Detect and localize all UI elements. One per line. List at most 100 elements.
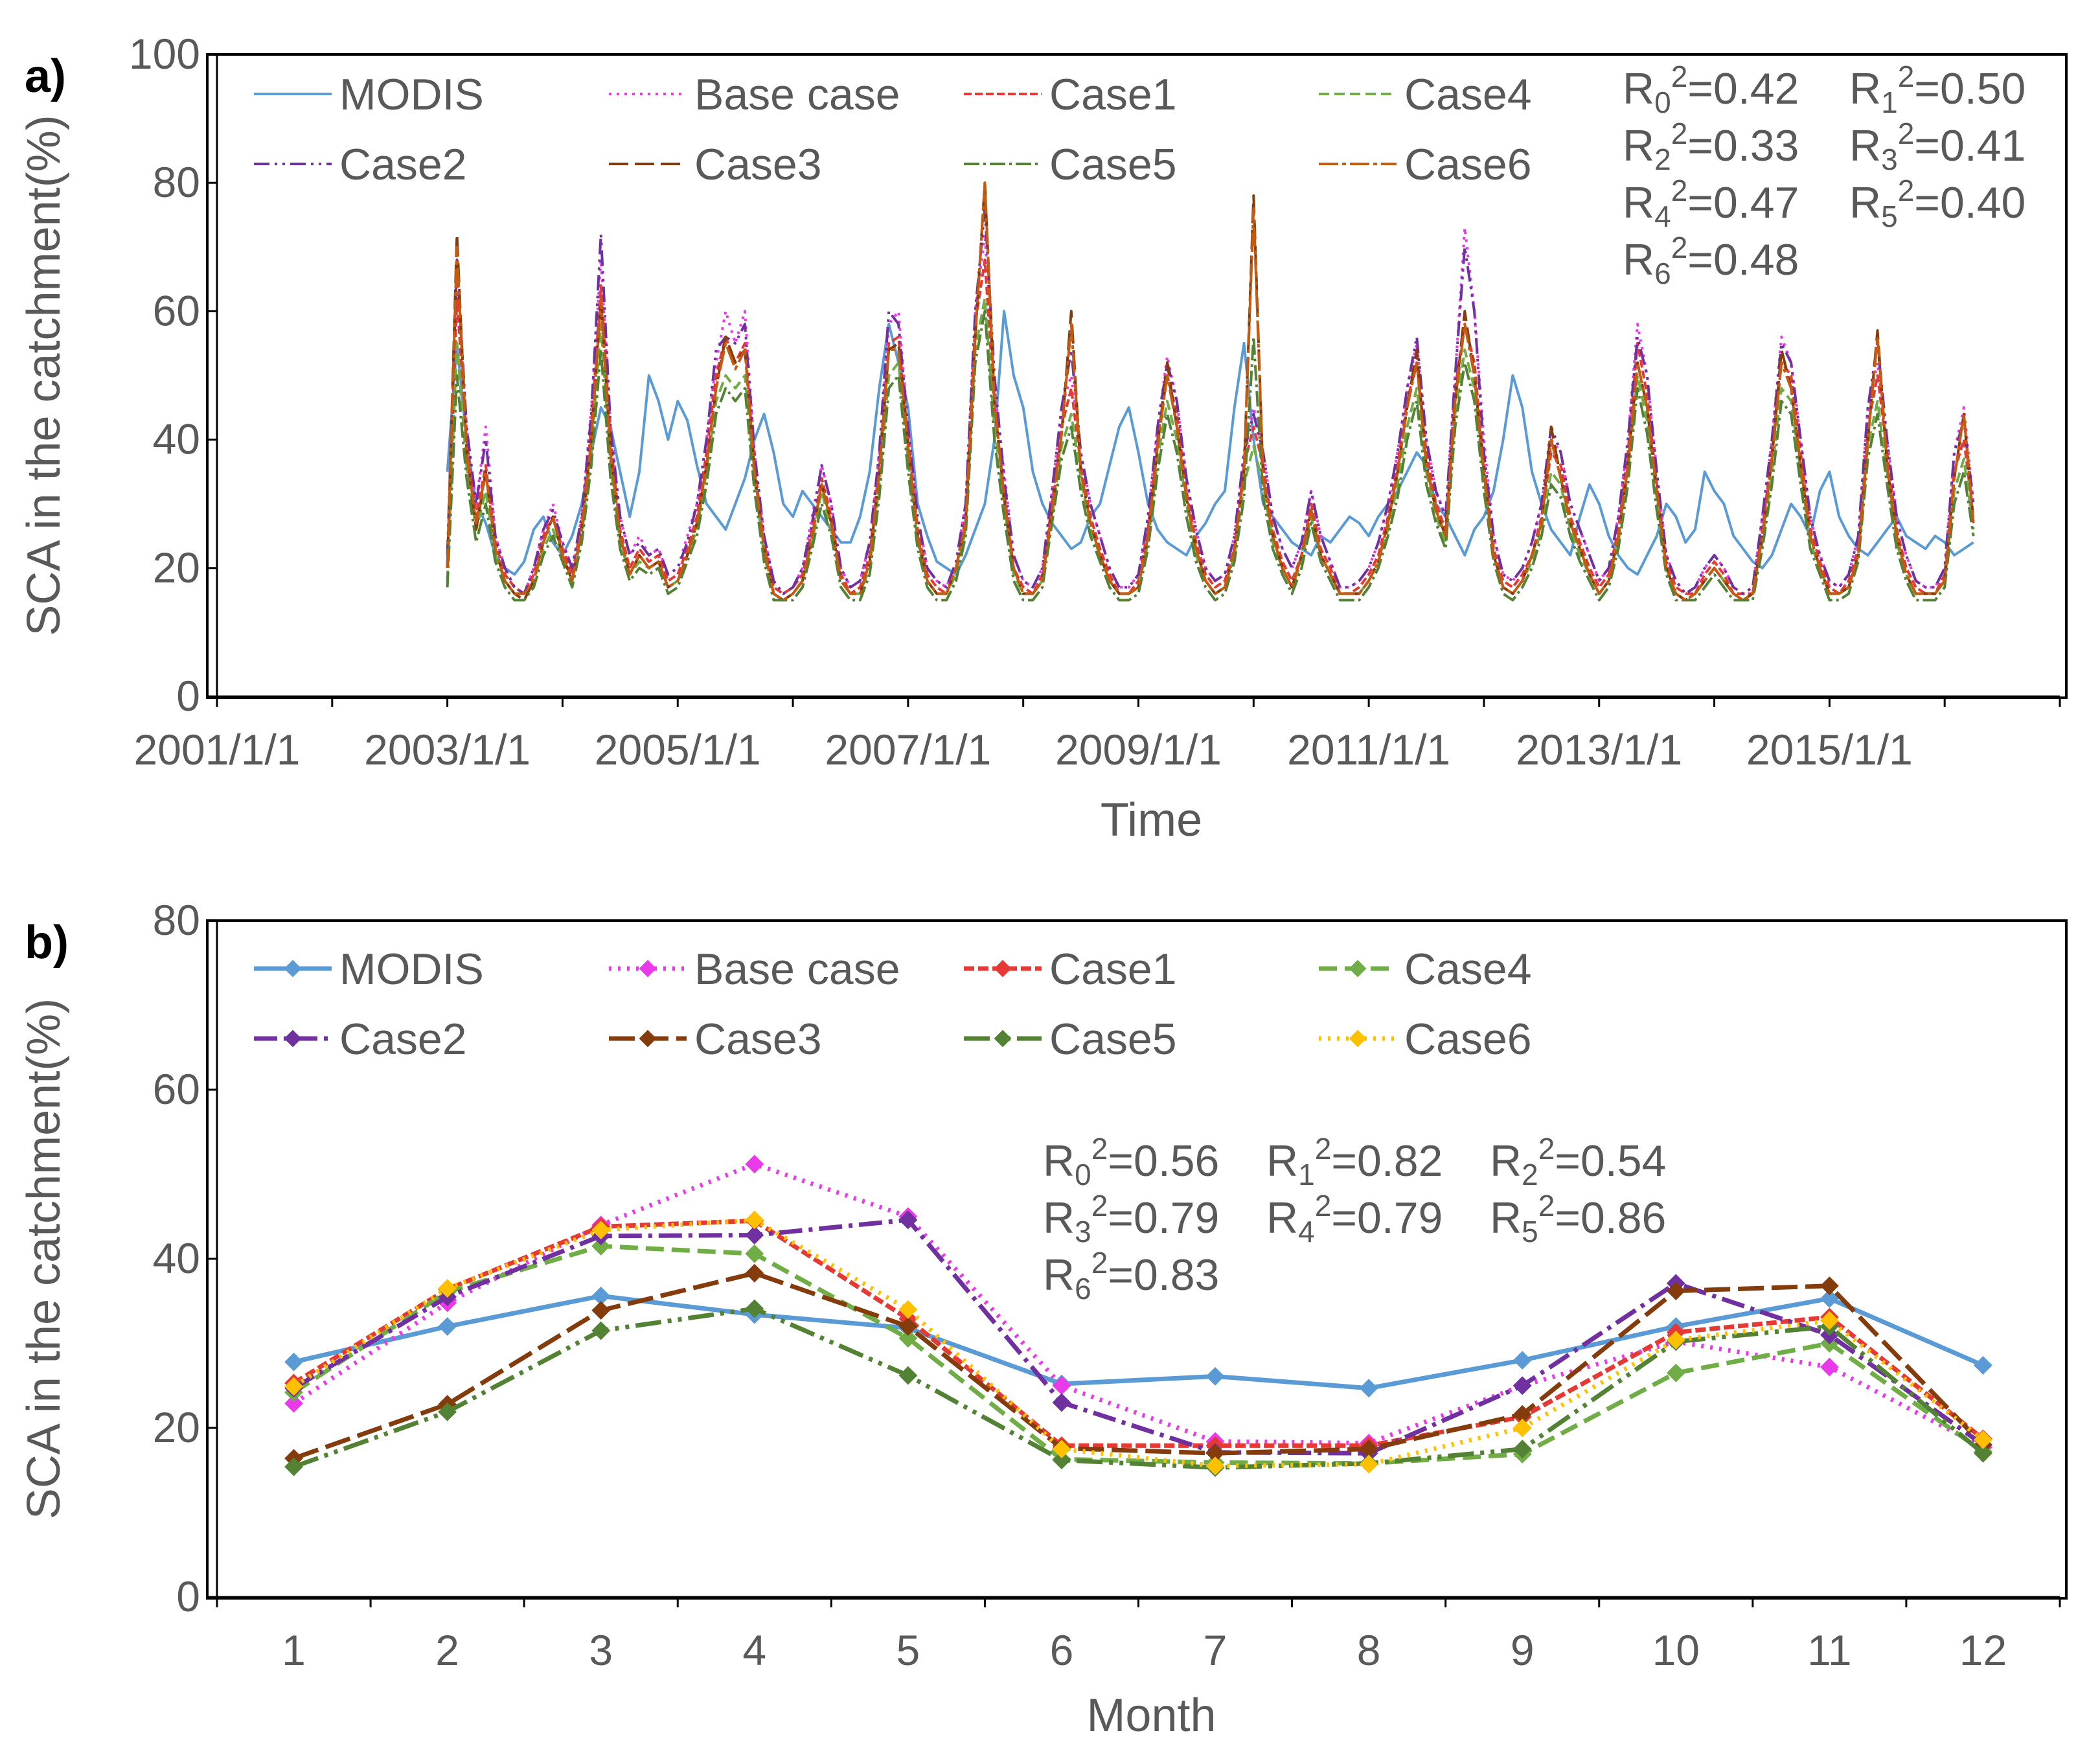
panel-label: b): [25, 917, 69, 969]
data-point: [1512, 1351, 1532, 1370]
data-point: [1820, 1357, 1839, 1377]
r2-annotation: R52=0.40: [1849, 174, 2026, 233]
legend-entry: MODIS: [254, 945, 484, 994]
x-tick-label: 1: [282, 1626, 306, 1674]
legend-label: Case4: [1404, 945, 1532, 994]
y-tick-label: 80: [153, 896, 200, 944]
data-point: [745, 1154, 764, 1174]
data-point: [438, 1279, 457, 1298]
data-point: [745, 1299, 764, 1318]
y-axis-title: SCA in the catchment(%): [18, 115, 70, 636]
plot-frame: [206, 53, 2068, 699]
x-tick-label: 10: [1652, 1626, 1700, 1674]
y-tick-label: 0: [176, 672, 200, 720]
legend-marker: [994, 1029, 1012, 1048]
data-point: [284, 1394, 303, 1413]
data-point: [1512, 1418, 1532, 1438]
r2-annotation: R12=0.50: [1849, 60, 2026, 119]
r2-annotation: R12=0.82: [1266, 1132, 1443, 1191]
chart-panel-a: a) 0 20 40 60 80 100 SCA in the catchment(%) Tim…: [18, 30, 2068, 846]
y-tick-label: 40: [153, 415, 200, 463]
legend-entry: Case5: [964, 140, 1177, 189]
legend-entry: Base case: [609, 70, 900, 119]
legend-marker: [639, 1029, 657, 1048]
legend-marker: [284, 959, 302, 978]
data-point: [745, 1244, 764, 1263]
data-point: [284, 1457, 303, 1476]
data-point: [898, 1316, 918, 1336]
series-line: [446, 310, 1975, 602]
x-tick-label: 8: [1357, 1626, 1381, 1674]
legend-marker: [1349, 1029, 1367, 1048]
legend-marker: [284, 1029, 302, 1048]
series-line: [293, 1306, 1985, 1470]
legend-label: MODIS: [339, 945, 484, 994]
legend-label: Case2: [339, 140, 467, 189]
r2-annotation: R22=0.54: [1490, 1132, 1666, 1191]
legend-entry: Case5: [964, 1015, 1177, 1064]
r2-annotation: R62=0.83: [1043, 1246, 1219, 1305]
x-tick-label: 2005/1/1: [595, 726, 761, 774]
legend-entry: Case1: [964, 70, 1177, 119]
x-tick-label: 5: [896, 1626, 920, 1674]
r2-annotation: R32=0.41: [1849, 117, 2026, 176]
data-point: [1052, 1451, 1071, 1470]
series-line: [292, 1217, 1985, 1456]
x-tick-label: 2015/1/1: [1746, 726, 1913, 774]
legend-label: Case1: [1049, 945, 1177, 994]
series-case5: [284, 1299, 1992, 1477]
legend-label: Case4: [1404, 70, 1532, 119]
data-point: [1359, 1454, 1378, 1474]
legend-entry: Case4: [1319, 945, 1532, 994]
data-point: [745, 1263, 764, 1283]
x-tick-label: 2013/1/1: [1516, 726, 1682, 774]
x-tick-label: 3: [589, 1626, 613, 1674]
legend-entry: Base case: [609, 945, 900, 994]
data-point: [1205, 1456, 1225, 1476]
legend-marker: [1349, 959, 1367, 978]
y-axis-title: SCA in the catchment(%): [18, 998, 70, 1519]
x-tick-label: 9: [1511, 1626, 1535, 1674]
series-line: [292, 1243, 1985, 1466]
data-point: [1512, 1376, 1532, 1396]
data-point: [591, 1321, 611, 1340]
legend-label: Case5: [1049, 1015, 1177, 1064]
data-point: [1052, 1440, 1071, 1459]
r2-annotation: R02=0.56: [1043, 1132, 1219, 1191]
legend-entry: Case3: [609, 1015, 822, 1064]
data-point: [591, 1237, 611, 1256]
legend-label: Case6: [1404, 140, 1532, 189]
series-case6: [284, 1210, 1992, 1476]
legend-entry: Case3: [609, 140, 822, 189]
legend-entry: Case2: [254, 1015, 467, 1064]
data-point: [591, 1301, 611, 1320]
legend-label: Base case: [694, 70, 900, 119]
legend-entry: Case6: [1319, 1015, 1532, 1064]
panel-label: a): [25, 51, 66, 102]
x-tick-label: 2003/1/1: [364, 726, 531, 774]
legend-label: Case2: [339, 1015, 467, 1064]
legend-label: Case6: [1404, 1015, 1532, 1064]
data-point: [1052, 1393, 1071, 1412]
y-tick-label: 20: [153, 544, 200, 592]
legend-entry: Case1: [964, 945, 1177, 994]
data-point: [898, 1329, 918, 1348]
legend-label: Case3: [694, 140, 822, 189]
r2-annotation: R52=0.86: [1490, 1189, 1666, 1248]
data-point: [591, 1221, 611, 1240]
data-point: [1820, 1276, 1839, 1296]
x-tick-label: 2: [435, 1626, 459, 1674]
data-point: [1359, 1379, 1378, 1398]
series-line: [292, 1218, 1985, 1448]
r2-annotation: R32=0.79: [1043, 1189, 1219, 1248]
legend-marker: [639, 959, 657, 978]
legend-label: Case3: [694, 1015, 822, 1064]
r2-annotation: R62=0.48: [1623, 231, 1799, 290]
series-line: [446, 207, 1975, 595]
x-tick-label: 12: [1959, 1626, 2007, 1674]
x-tick-label: 4: [742, 1626, 766, 1674]
data-point: [898, 1210, 918, 1230]
y-tick-label: 100: [129, 30, 200, 78]
y-tick-label: 80: [153, 158, 200, 206]
